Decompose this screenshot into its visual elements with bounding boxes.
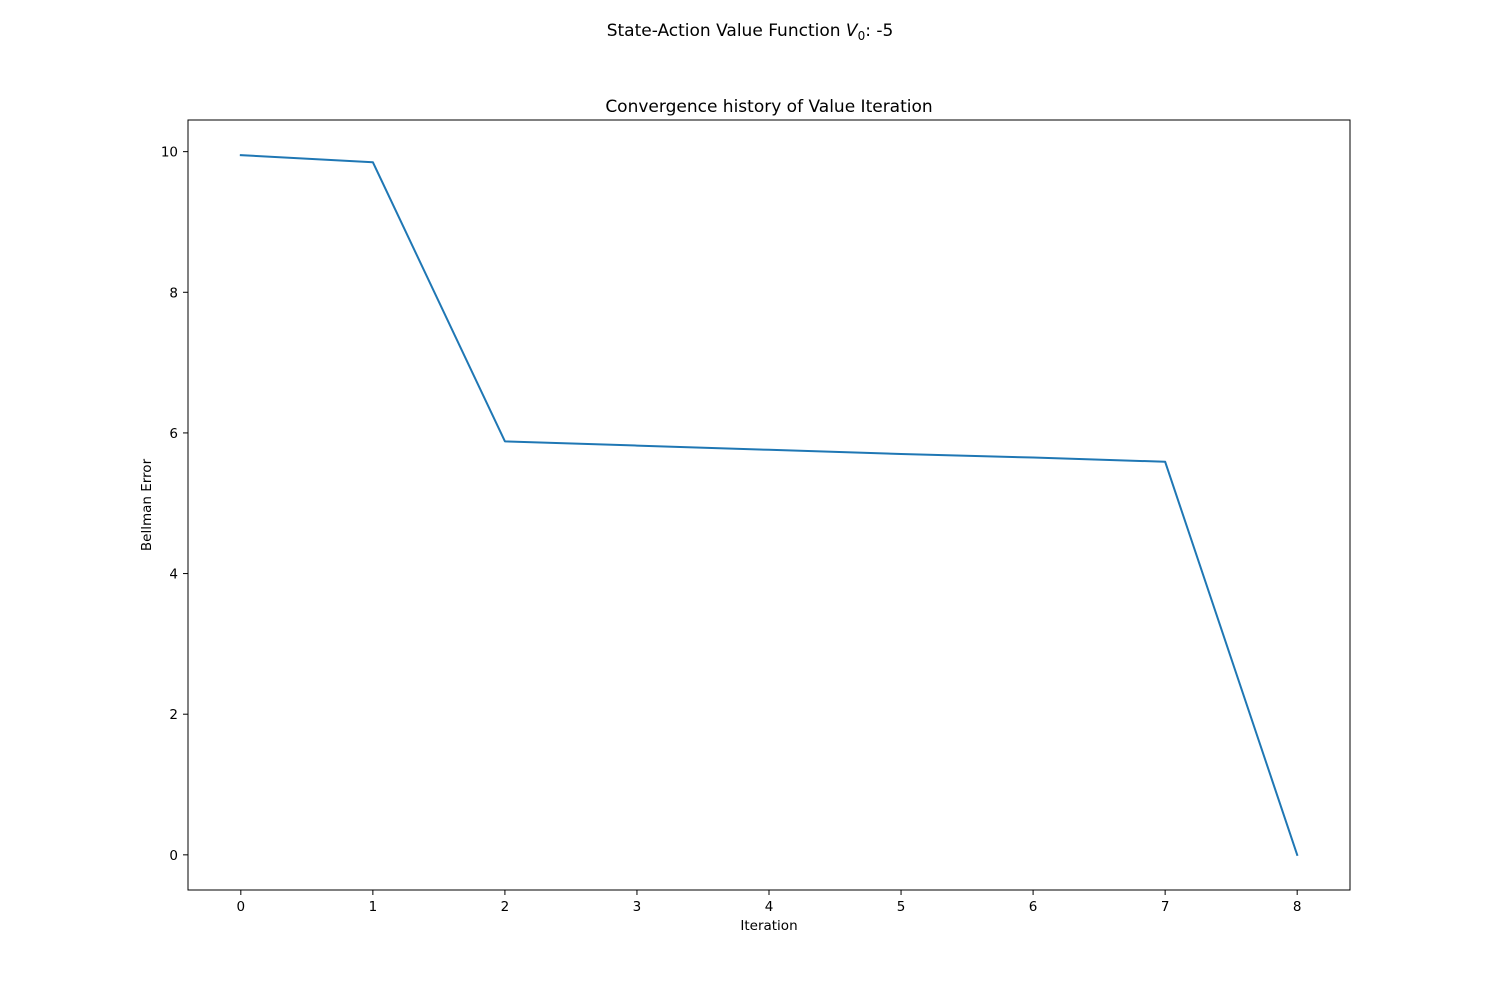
y-tick-label: 8 [169,285,178,301]
axes-frame [187,119,1351,891]
plot-area: 0 1 2 3 4 5 6 7 8 0 2 4 6 8 10 [161,119,1351,915]
x-tick-label: 7 [1161,899,1170,915]
figure-suptitle: State-Action Value Function V0: -5 [607,21,894,43]
y-tick-label: 2 [169,707,178,723]
y-tick-label: 0 [169,848,178,864]
y-tick-label: 6 [169,426,178,442]
x-tick-label: 1 [369,899,378,915]
y-axis-label: Bellman Error [139,458,155,551]
x-axis-ticks: 0 1 2 3 4 5 6 7 8 [237,890,1302,915]
series-layer [239,154,1299,857]
x-tick-label: 4 [765,899,774,915]
x-tick-label: 0 [237,899,246,915]
y-tick-label: 10 [161,145,178,161]
x-tick-label: 5 [897,899,906,915]
y-axis-ticks: 0 2 4 6 8 10 [161,145,188,864]
x-tick-label: 3 [633,899,642,915]
suptitle-suffix: : -5 [865,21,893,41]
x-tick-label: 8 [1293,899,1302,915]
x-axis-label: Iteration [740,918,797,934]
suptitle-prefix: State-Action Value Function [607,21,846,41]
x-tick-label: 2 [501,899,510,915]
y-tick-label: 4 [169,567,178,583]
series-line-0 [239,154,1299,857]
chart-title: Convergence history of Value Iteration [605,97,932,117]
suptitle-subscript: 0 [858,29,866,43]
x-tick-label: 6 [1029,899,1038,915]
suptitle-variable: V [846,21,859,41]
